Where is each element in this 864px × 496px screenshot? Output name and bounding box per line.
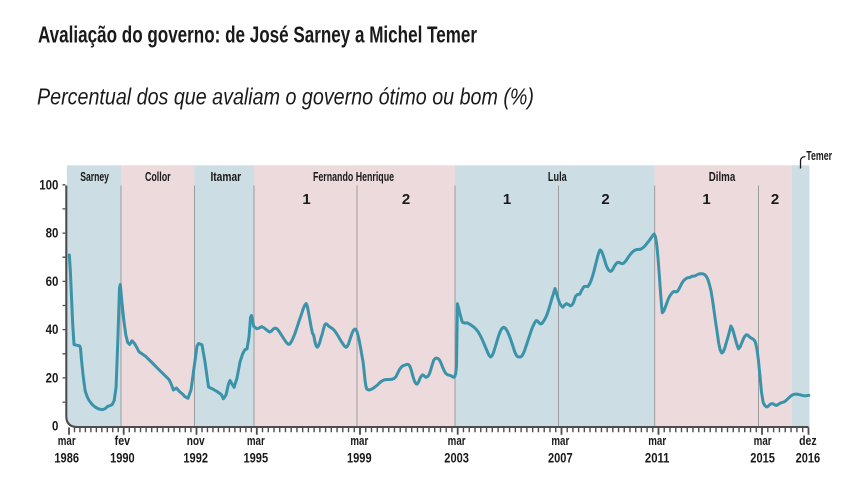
svg-text:Lula: Lula [548, 170, 568, 184]
svg-text:fev: fev [115, 433, 131, 448]
svg-text:1: 1 [302, 191, 310, 208]
svg-text:2: 2 [402, 191, 410, 208]
svg-text:0: 0 [52, 418, 59, 434]
svg-text:1992: 1992 [183, 451, 208, 466]
svg-text:Percentual dos que avaliam o g: Percentual dos que avaliam o governo óti… [37, 83, 534, 109]
svg-text:Avaliação do governo: de José: Avaliação do governo: de José Sarney a M… [38, 22, 477, 48]
svg-text:20: 20 [46, 369, 59, 385]
svg-text:1986: 1986 [54, 451, 79, 466]
svg-text:1999: 1999 [347, 451, 372, 466]
svg-text:mar: mar [58, 433, 76, 448]
svg-text:mar: mar [754, 433, 772, 448]
svg-text:1995: 1995 [244, 451, 269, 466]
svg-text:dez: dez [799, 433, 817, 448]
svg-text:2003: 2003 [444, 451, 469, 466]
svg-text:40: 40 [46, 321, 59, 337]
svg-text:Dilma: Dilma [709, 170, 736, 184]
svg-text:2011: 2011 [645, 451, 670, 466]
svg-text:2007: 2007 [548, 451, 573, 466]
svg-text:2015: 2015 [750, 451, 775, 466]
svg-text:mar: mar [551, 433, 569, 448]
svg-text:2: 2 [601, 191, 609, 208]
svg-text:80: 80 [46, 225, 59, 241]
svg-text:mar: mar [350, 433, 368, 448]
svg-text:Itamar: Itamar [210, 170, 241, 184]
svg-text:mar: mar [448, 433, 466, 448]
svg-text:2: 2 [771, 191, 779, 208]
svg-text:1990: 1990 [110, 451, 135, 466]
svg-text:60: 60 [46, 273, 59, 289]
svg-text:Temer: Temer [806, 149, 832, 163]
svg-text:100: 100 [39, 176, 58, 192]
svg-text:mar: mar [648, 433, 666, 448]
svg-text:1: 1 [702, 191, 710, 208]
svg-text:1: 1 [503, 191, 511, 208]
svg-text:Sarney: Sarney [80, 170, 109, 184]
svg-text:nov: nov [187, 433, 206, 448]
svg-text:Collor: Collor [145, 170, 171, 184]
svg-text:Fernando Henrique: Fernando Henrique [313, 170, 394, 184]
svg-text:2016: 2016 [796, 451, 821, 466]
svg-text:mar: mar [247, 433, 265, 448]
